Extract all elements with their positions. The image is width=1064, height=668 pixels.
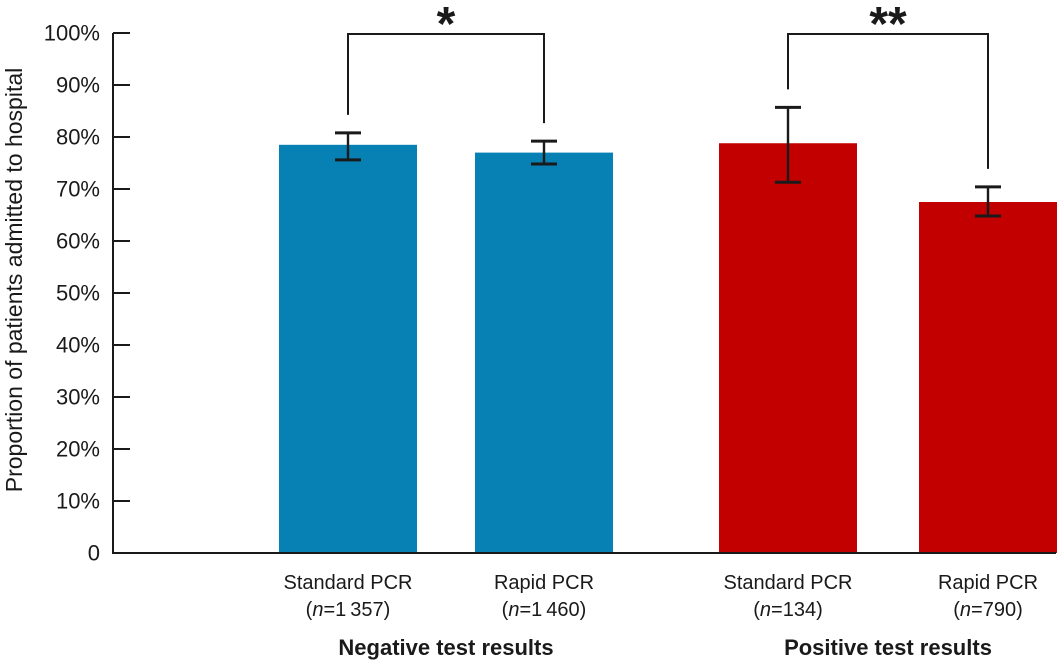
significance-marker: ** [869, 0, 907, 51]
y-tick-label: 10% [56, 489, 100, 514]
bar-category-label: Rapid PCR [938, 572, 1038, 594]
y-tick-label: 80% [56, 125, 100, 150]
bar-rapid-pcr-negative-test-results [475, 152, 613, 553]
y-tick-label: 40% [56, 333, 100, 358]
significance-bracket [347, 33, 545, 124]
y-tick-label: 100% [44, 21, 100, 46]
bar-category-label: Rapid PCR [494, 572, 594, 594]
group-label-negative-test-results: Negative test results [338, 635, 553, 660]
y-tick-label: 70% [56, 177, 100, 202]
bar-standard-pcr-positive-test-results [719, 143, 857, 554]
bar-n-label: (n=1 460) [502, 599, 587, 621]
group-label-positive-test-results: Positive test results [784, 635, 992, 660]
bar-category-label: Standard PCR [284, 572, 413, 594]
significance-bracket [787, 33, 989, 169]
y-tick-label: 90% [56, 73, 100, 98]
y-tick-label: 30% [56, 385, 100, 410]
bar-n-label: (n=134) [753, 599, 823, 621]
y-tick-label: 60% [56, 229, 100, 254]
y-tick-label: 20% [56, 437, 100, 462]
bar-standard-pcr-negative-test-results [279, 144, 417, 554]
bar-n-label: (n=790) [953, 599, 1023, 621]
significance-marker: * [437, 0, 456, 51]
bar-category-label: Standard PCR [724, 572, 853, 594]
y-tick-label: 50% [56, 281, 100, 306]
y-axis-title: Proportion of patients admitted to hospi… [1, 68, 27, 492]
y-tick-label: 0 [88, 541, 100, 566]
bar-rapid-pcr-positive-test-results [919, 202, 1057, 553]
bar-n-label: (n=1 357) [306, 599, 391, 621]
